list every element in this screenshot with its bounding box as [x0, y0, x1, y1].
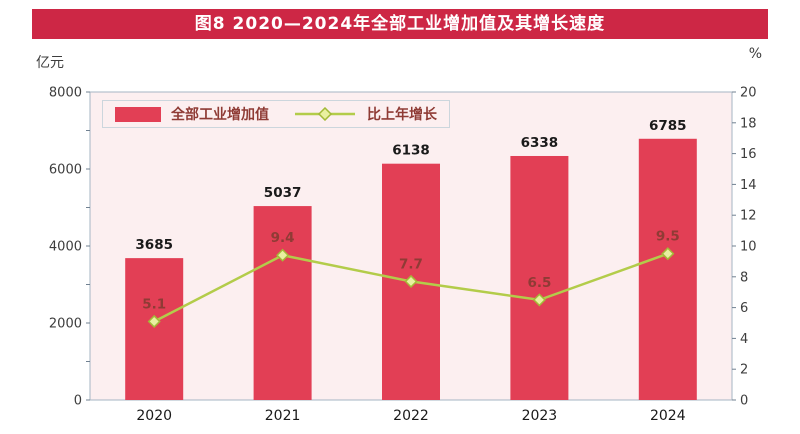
- svg-text:6000: 6000: [49, 163, 82, 178]
- line-series-legend-label: 比上年增长: [367, 107, 437, 123]
- svg-text:14: 14: [740, 178, 757, 193]
- svg-text:10: 10: [740, 240, 757, 255]
- svg-text:5037: 5037: [264, 185, 302, 201]
- svg-text:4000: 4000: [49, 240, 82, 255]
- svg-text:6: 6: [740, 301, 748, 316]
- svg-text:2: 2: [740, 363, 748, 378]
- svg-text:3685: 3685: [135, 237, 173, 253]
- line-marker-legend-icon: [295, 107, 355, 121]
- chart-legend: 全部工业增加值 比上年增长: [102, 100, 450, 128]
- svg-text:8: 8: [740, 270, 748, 285]
- svg-text:2023: 2023: [522, 408, 558, 424]
- svg-text:9.4: 9.4: [271, 230, 295, 246]
- left-axis-unit-label: 亿元: [36, 55, 64, 71]
- svg-text:20: 20: [740, 86, 757, 101]
- chart-title: 图8 2020—2024年全部工业增加值及其增长速度: [32, 9, 768, 39]
- bar-legend-swatch-icon: [115, 106, 161, 122]
- svg-text:0: 0: [74, 394, 82, 409]
- svg-text:5.1: 5.1: [142, 296, 166, 312]
- svg-text:18: 18: [740, 116, 757, 131]
- right-axis-unit-label: %: [748, 46, 762, 62]
- svg-text:6138: 6138: [392, 143, 430, 159]
- svg-text:4: 4: [740, 332, 748, 347]
- svg-text:6.5: 6.5: [527, 275, 551, 291]
- svg-text:7.7: 7.7: [399, 256, 423, 272]
- svg-text:12: 12: [740, 209, 757, 224]
- svg-text:2000: 2000: [49, 317, 82, 332]
- svg-text:6785: 6785: [649, 118, 687, 134]
- bar-series-legend-label: 全部工业增加值: [171, 107, 269, 123]
- svg-text:2021: 2021: [265, 408, 301, 424]
- svg-text:9.5: 9.5: [656, 229, 680, 245]
- svg-text:16: 16: [740, 147, 757, 162]
- svg-text:2020: 2020: [136, 408, 172, 424]
- svg-text:6338: 6338: [521, 135, 559, 151]
- svg-text:0: 0: [740, 394, 748, 409]
- svg-text:2022: 2022: [393, 408, 429, 424]
- svg-text:8000: 8000: [49, 86, 82, 101]
- svg-text:2024: 2024: [650, 408, 686, 424]
